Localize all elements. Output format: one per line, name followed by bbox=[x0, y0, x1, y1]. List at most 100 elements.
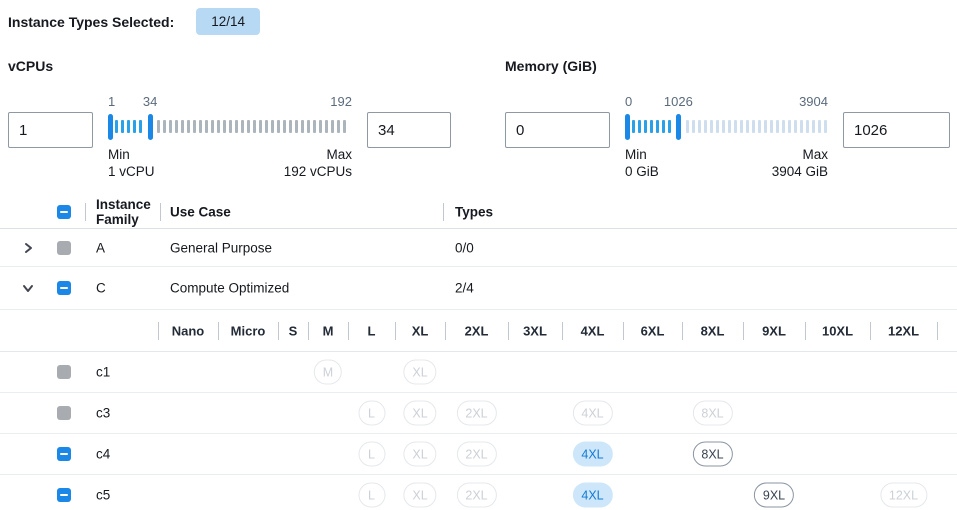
vcpus-slider-handle-min[interactable] bbox=[108, 114, 113, 140]
vcpus-slider-tick bbox=[139, 120, 142, 133]
size-column-header-2xl: 2XL bbox=[464, 323, 489, 338]
memory-slider-track[interactable] bbox=[625, 114, 828, 140]
size-pill-c3-8xl: 8XL bbox=[692, 400, 733, 426]
vcpus-slider-tick bbox=[295, 120, 298, 133]
vcpus-min-input[interactable] bbox=[8, 112, 93, 148]
memory-slider-tick bbox=[764, 120, 767, 133]
selected-count-badge: 12/14 bbox=[196, 8, 261, 35]
vcpus-slider-tick bbox=[211, 120, 214, 133]
memory-slider-tick bbox=[782, 120, 785, 133]
memory-slider-handle-min[interactable] bbox=[625, 114, 630, 140]
vcpus-slider-tick bbox=[337, 120, 340, 133]
vcpus-slider-tick bbox=[157, 120, 160, 133]
instance-row-c1: c1 M XL bbox=[0, 352, 957, 393]
family-use-case: General Purpose bbox=[170, 240, 273, 255]
vcpus-slider-captions: Min 1 vCPU Max 192 vCPUs bbox=[108, 146, 352, 180]
vcpus-slider-tick bbox=[271, 120, 274, 133]
memory-slider-tick bbox=[686, 120, 689, 133]
vcpus-max-input[interactable] bbox=[367, 112, 451, 148]
memory-scale-selected: 1026 bbox=[663, 94, 693, 109]
size-column-header-3xl: 3XL bbox=[523, 323, 547, 338]
vcpus-slider: 1 34 192 Min 1 vCPU Max 192 vCPUs bbox=[108, 94, 352, 180]
vcpus-slider-tick bbox=[229, 120, 232, 133]
memory-slider-tick bbox=[776, 120, 779, 133]
memory-scale-min: 0 bbox=[625, 94, 633, 109]
vcpus-slider-tick bbox=[121, 120, 124, 133]
collapse-chevron-icon[interactable] bbox=[21, 281, 35, 295]
memory-slider-tick bbox=[824, 120, 827, 133]
size-column-divider bbox=[348, 321, 349, 340]
memory-slider-tick bbox=[728, 120, 731, 133]
size-pill-c5-12xl: 12XL bbox=[879, 482, 928, 508]
family-row-a: A General Purpose 0/0 bbox=[0, 229, 957, 267]
vcpus-slider-tick bbox=[253, 120, 256, 133]
vcpus-slider-tick bbox=[313, 120, 316, 133]
vcpus-slider-track[interactable] bbox=[108, 114, 352, 140]
memory-max-caption: Max bbox=[802, 147, 828, 162]
vcpus-min-detail: 1 vCPU bbox=[108, 164, 155, 179]
vcpus-slider-tick bbox=[241, 120, 244, 133]
expand-chevron-icon[interactable] bbox=[21, 241, 35, 255]
vcpus-slider-scale: 1 34 192 bbox=[108, 94, 352, 112]
size-pill-c5-4xl[interactable]: 4XL bbox=[572, 482, 613, 508]
size-column-divider bbox=[278, 321, 279, 340]
instance-name: c4 bbox=[96, 446, 111, 462]
size-columns-header-row: Nano Micro S M L XL 2XL 3XL 4XL 6XL 8XL 9XL 10XL 12XL bbox=[0, 310, 957, 352]
instance-checkbox-c5[interactable] bbox=[57, 488, 71, 502]
header-divider bbox=[160, 202, 161, 221]
memory-slider-tick bbox=[746, 120, 749, 133]
memory-slider-tick bbox=[698, 120, 701, 133]
size-pill-c4-4xl[interactable]: 4XL bbox=[572, 441, 613, 467]
vcpus-slider-tick bbox=[343, 120, 346, 133]
vcpus-slider-tick bbox=[235, 120, 238, 133]
family-use-case: Compute Optimized bbox=[170, 280, 290, 296]
memory-slider-tick bbox=[662, 120, 665, 133]
vcpus-filter-panel: vCPUs 1 34 192 Min 1 vCPU Max 192 bbox=[8, 58, 451, 180]
memory-slider-handle-max[interactable] bbox=[675, 114, 681, 140]
vcpus-slider-tick bbox=[205, 120, 208, 133]
memory-slider-tick bbox=[632, 120, 635, 133]
size-pill-c3-xl: XL bbox=[403, 400, 437, 426]
table-header-row: Instance Family Use Case Types bbox=[0, 195, 957, 229]
vcpus-slider-tick bbox=[223, 120, 226, 133]
memory-slider-tick bbox=[656, 120, 659, 133]
instance-checkbox-c4[interactable] bbox=[57, 447, 71, 461]
size-pill-c3-2xl: 2XL bbox=[456, 400, 497, 426]
size-column-divider bbox=[623, 321, 624, 340]
selected-count-bar: Instance Types Selected: 12/14 bbox=[8, 8, 261, 35]
header-divider bbox=[443, 202, 444, 221]
vcpus-slider-handle-max[interactable] bbox=[147, 114, 153, 140]
size-pill-c4-l: L bbox=[358, 441, 385, 467]
selected-count-label: Instance Types Selected: bbox=[8, 13, 175, 30]
vcpus-max-caption: Max bbox=[326, 147, 352, 162]
memory-slider-tick bbox=[650, 120, 653, 133]
instance-name: c5 bbox=[96, 487, 111, 503]
vcpus-max-detail: 192 vCPUs bbox=[283, 164, 352, 179]
vcpus-slider-tick bbox=[307, 120, 310, 133]
header-divider bbox=[85, 202, 86, 221]
memory-slider-tick bbox=[638, 120, 641, 133]
memory-max-detail: 3904 GiB bbox=[771, 164, 828, 179]
memory-slider-tick bbox=[818, 120, 821, 133]
size-column-divider bbox=[870, 321, 871, 340]
memory-max-input[interactable] bbox=[843, 112, 950, 148]
memory-min-input[interactable] bbox=[505, 112, 610, 148]
family-checkbox-c[interactable] bbox=[57, 281, 71, 295]
size-column-header-micro: Micro bbox=[230, 323, 266, 338]
size-pill-c3-4xl: 4XL bbox=[572, 400, 613, 426]
memory-slider-scale: 0 1026 3904 bbox=[625, 94, 828, 112]
memory-slider-tick bbox=[812, 120, 815, 133]
size-pill-c5-l: L bbox=[358, 482, 385, 508]
size-pill-c4-8xl[interactable]: 8XL bbox=[692, 441, 733, 467]
vcpus-title: vCPUs bbox=[8, 58, 54, 74]
size-pill-c5-9xl[interactable]: 9XL bbox=[753, 482, 795, 508]
memory-slider-tick bbox=[758, 120, 761, 133]
select-all-checkbox[interactable] bbox=[57, 204, 71, 219]
memory-slider-captions: Min 0 GiB Max 3904 GiB bbox=[625, 146, 828, 180]
instance-name: c1 bbox=[96, 364, 111, 380]
vcpus-slider-tick bbox=[301, 120, 304, 133]
vcpus-slider-tick bbox=[283, 120, 286, 133]
memory-title: Memory (GiB) bbox=[505, 58, 597, 74]
size-column-divider bbox=[508, 321, 509, 340]
